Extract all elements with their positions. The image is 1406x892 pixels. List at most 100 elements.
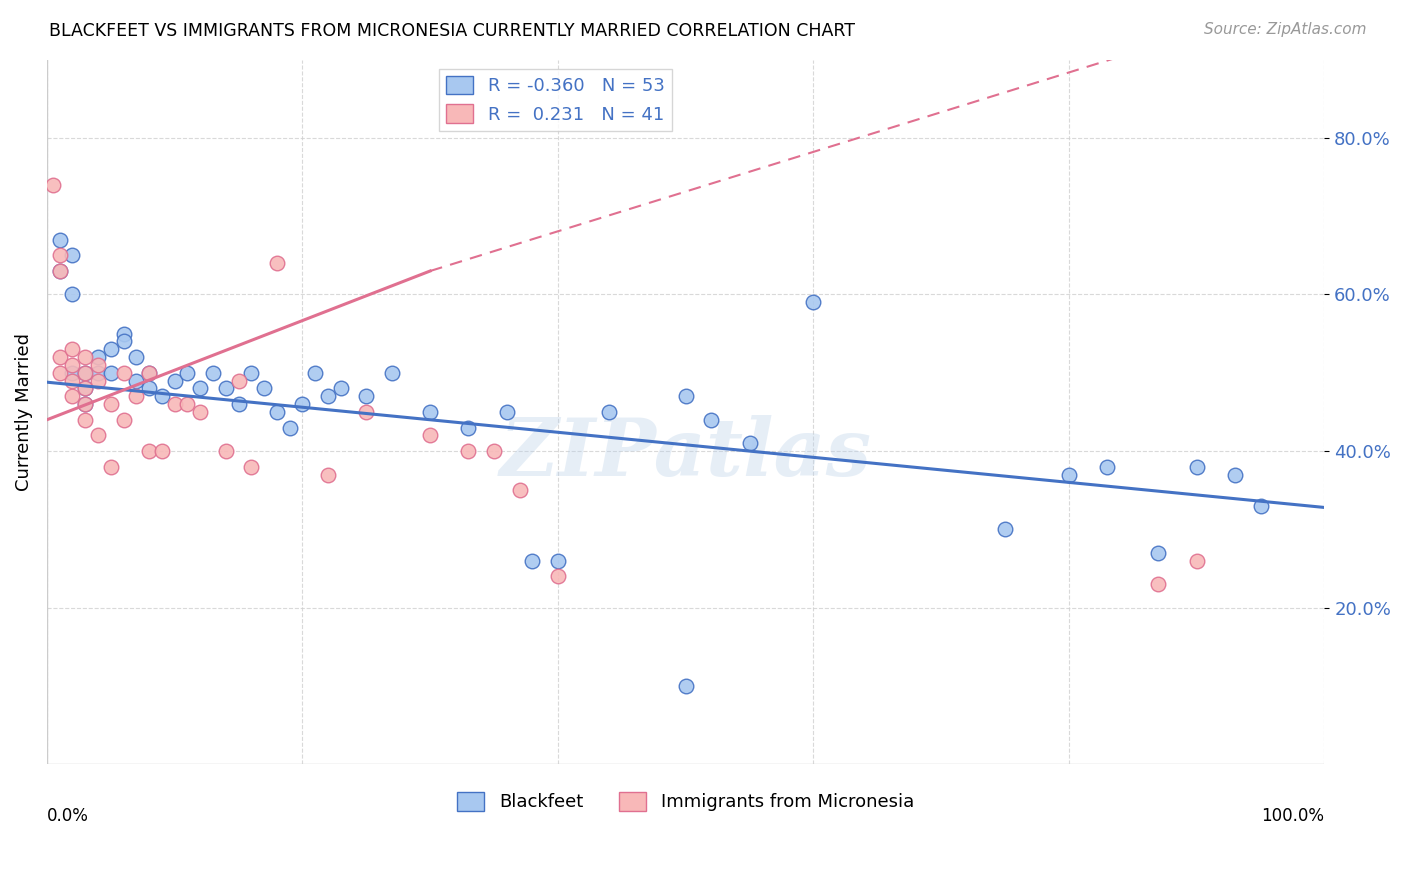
Point xyxy=(75,397,97,411)
Point xyxy=(87,374,110,388)
Point xyxy=(253,381,276,395)
Point xyxy=(48,264,70,278)
Point xyxy=(100,459,122,474)
Point xyxy=(266,256,288,270)
Point xyxy=(112,413,135,427)
Point xyxy=(240,366,263,380)
Point xyxy=(291,397,314,411)
Point xyxy=(240,459,263,474)
Point xyxy=(278,420,301,434)
Point xyxy=(125,374,148,388)
Point xyxy=(62,287,84,301)
Point xyxy=(48,366,70,380)
Point xyxy=(419,428,441,442)
Point xyxy=(675,389,697,403)
Point xyxy=(138,381,160,395)
Point xyxy=(457,444,479,458)
Point xyxy=(87,428,110,442)
Point xyxy=(316,467,339,482)
Point xyxy=(75,381,97,395)
Point xyxy=(316,389,339,403)
Point xyxy=(675,679,697,693)
Point xyxy=(509,483,531,498)
Point xyxy=(150,444,173,458)
Point xyxy=(304,366,326,380)
Point xyxy=(87,366,110,380)
Point xyxy=(1185,459,1208,474)
Point xyxy=(138,444,160,458)
Point xyxy=(62,366,84,380)
Point xyxy=(62,358,84,372)
Point xyxy=(381,366,404,380)
Point xyxy=(138,366,160,380)
Point xyxy=(457,420,479,434)
Point xyxy=(125,389,148,403)
Point xyxy=(48,350,70,364)
Point xyxy=(1223,467,1246,482)
Point xyxy=(547,569,569,583)
Point xyxy=(598,405,620,419)
Point xyxy=(112,366,135,380)
Point xyxy=(75,413,97,427)
Point xyxy=(48,233,70,247)
Point xyxy=(42,178,65,192)
Point xyxy=(138,366,160,380)
Text: BLACKFEET VS IMMIGRANTS FROM MICRONESIA CURRENTLY MARRIED CORRELATION CHART: BLACKFEET VS IMMIGRANTS FROM MICRONESIA … xyxy=(49,22,855,40)
Point xyxy=(48,248,70,262)
Point xyxy=(75,381,97,395)
Point xyxy=(547,554,569,568)
Point xyxy=(163,397,186,411)
Point xyxy=(482,444,505,458)
Text: Source: ZipAtlas.com: Source: ZipAtlas.com xyxy=(1204,22,1367,37)
Point xyxy=(228,374,250,388)
Point xyxy=(75,366,97,380)
Point xyxy=(803,295,825,310)
Text: 0.0%: 0.0% xyxy=(46,806,89,824)
Point xyxy=(176,366,198,380)
Point xyxy=(1250,499,1272,513)
Point xyxy=(100,366,122,380)
Point xyxy=(329,381,352,395)
Point xyxy=(163,374,186,388)
Point xyxy=(266,405,288,419)
Point xyxy=(112,326,135,341)
Point xyxy=(48,264,70,278)
Point xyxy=(1147,546,1170,560)
Point xyxy=(75,366,97,380)
Point xyxy=(1185,554,1208,568)
Point xyxy=(176,397,198,411)
Point xyxy=(150,389,173,403)
Point xyxy=(1057,467,1080,482)
Point xyxy=(87,358,110,372)
Point xyxy=(62,374,84,388)
Point xyxy=(356,389,378,403)
Point xyxy=(994,522,1017,536)
Text: ZIPatlas: ZIPatlas xyxy=(499,416,872,493)
Legend: Blackfeet, Immigrants from Micronesia: Blackfeet, Immigrants from Micronesia xyxy=(450,785,921,819)
Point xyxy=(215,444,238,458)
Point xyxy=(75,397,97,411)
Point xyxy=(522,554,544,568)
Point xyxy=(87,350,110,364)
Point xyxy=(738,436,761,450)
Point xyxy=(495,405,517,419)
Y-axis label: Currently Married: Currently Married xyxy=(15,333,32,491)
Text: 100.0%: 100.0% xyxy=(1261,806,1324,824)
Point xyxy=(62,389,84,403)
Point xyxy=(419,405,441,419)
Point xyxy=(100,397,122,411)
Point xyxy=(228,397,250,411)
Point xyxy=(188,381,211,395)
Point xyxy=(1147,577,1170,591)
Point xyxy=(62,248,84,262)
Point xyxy=(188,405,211,419)
Point xyxy=(112,334,135,349)
Point xyxy=(215,381,238,395)
Point xyxy=(125,350,148,364)
Point xyxy=(100,343,122,357)
Point xyxy=(201,366,224,380)
Point xyxy=(1097,459,1119,474)
Point xyxy=(62,343,84,357)
Point xyxy=(75,350,97,364)
Point xyxy=(356,405,378,419)
